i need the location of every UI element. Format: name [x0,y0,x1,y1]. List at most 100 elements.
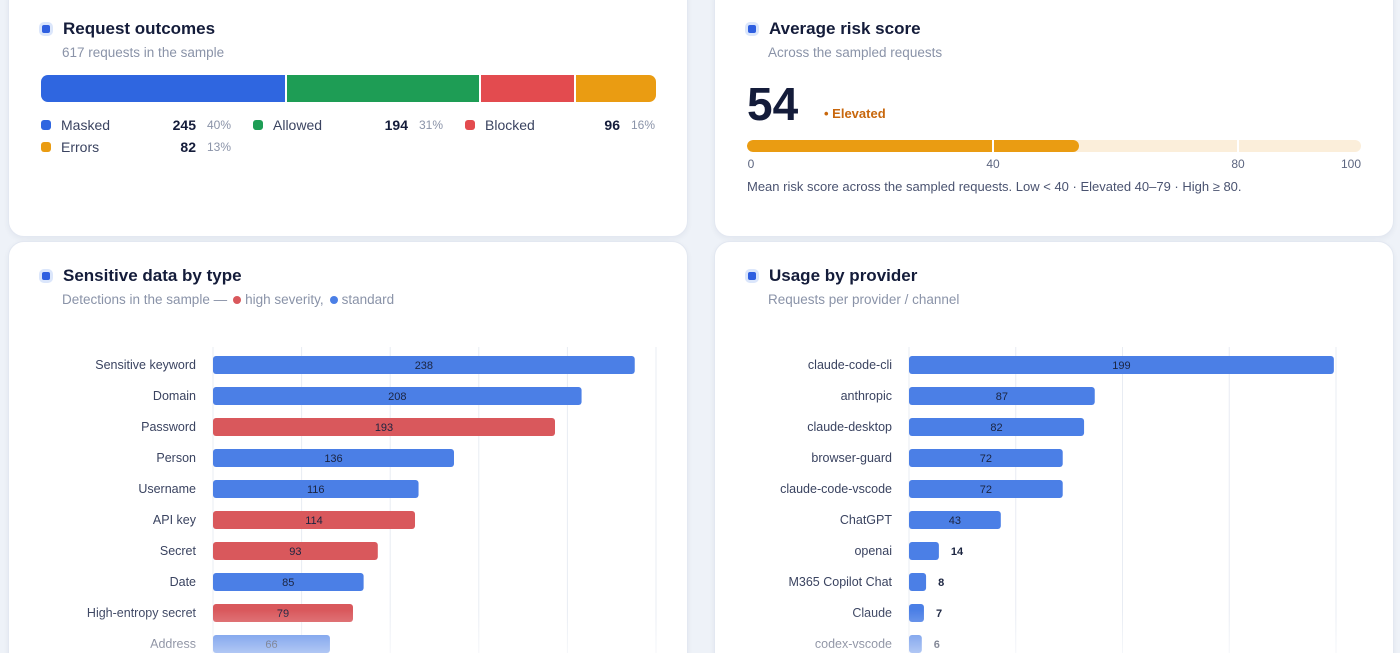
bar-category-label: Date [170,575,196,589]
bar [909,480,1063,498]
risk-score-subtitle: Across the sampled requests [768,45,943,60]
bar [909,573,927,591]
bar [213,356,635,374]
bar-value-label: 7 [936,608,942,620]
legend-label: Blocked [485,117,535,133]
risk-score-note: Mean risk score across the sampled reque… [747,179,1242,194]
bar [213,418,555,436]
sensitive-data-header: Sensitive data by type [39,266,242,286]
bar [909,635,922,653]
legend-label: Allowed [273,117,323,133]
outcome-segment-errors [574,75,656,102]
bar-value-label: 14 [951,546,964,558]
risk-tick-40: 40 [986,157,1000,171]
high-severity-legend: high severity, [245,292,324,307]
bar [213,573,364,591]
bar-category-label: claude-code-vscode [780,482,892,496]
bar-value-label: 116 [307,484,325,496]
request-outcomes-subtitle: 617 requests in the sample [62,45,225,60]
standard-dot-icon [329,295,338,304]
request-outcomes-card: Request outcomes 617 requests in the sam… [8,0,688,237]
risk-threshold-80 [1237,140,1239,152]
risk-tick-80: 80 [1231,157,1245,171]
outcomes-stacked-bar [41,75,656,102]
legend-count: 96 [604,117,620,133]
high-severity-dot-icon [233,295,242,304]
bar-value-label: 66 [265,639,277,651]
standard-legend: standard [341,292,395,307]
bar-value-label: 199 [1112,360,1130,372]
bar-category-label: Sensitive keyword [95,358,196,372]
bar-category-label: API key [153,513,197,527]
bar-category-label: Address [150,637,196,651]
risk-gauge-fill [747,140,1079,152]
bar-category-label: claude-desktop [807,420,892,434]
risk-tick-100: 100 [1340,157,1362,171]
bar [213,387,582,405]
bar-category-label: Domain [153,389,196,403]
usage-provider-card: Usage by provider Requests per provider … [714,241,1394,653]
risk-tick-0: 0 [747,157,755,171]
legend-swatch [253,120,263,130]
usage-provider-title: Usage by provider [769,266,918,285]
bar-category-label: Claude [852,606,892,620]
bar [213,480,419,498]
sensitive-data-card: Sensitive data by type Detections in the… [8,241,688,653]
bar-category-label: M365 Copilot Chat [788,575,892,589]
legend-label: Masked [61,117,111,133]
risk-score-title: Average risk score [769,19,921,38]
bar [213,449,454,467]
legend-percent: 13% [207,140,232,154]
risk-score-header: Average risk score [745,19,921,39]
section-bullet-icon [745,269,759,283]
bar-category-label: openai [854,544,892,558]
bar-value-label: 72 [980,484,992,496]
usage-provider-subtitle: Requests per provider / channel [768,292,960,307]
legend-item-masked: Masked 245 40% [41,117,241,133]
section-bullet-icon [39,22,53,36]
bar-value-label: 79 [277,608,289,620]
outcome-segment-blocked [478,75,575,102]
bar-value-label: 114 [305,515,323,527]
bar-value-label: 85 [282,577,294,589]
legend-percent: 40% [207,118,232,132]
legend-count: 194 [384,117,408,133]
bar-value-label: 93 [289,546,301,558]
bar [909,418,1085,436]
bar [909,449,1063,467]
bar-value-label: 6 [934,639,940,651]
legend-label: Errors [61,139,100,155]
bar-category-label: Password [141,420,196,434]
bar-value-label: 208 [388,391,406,403]
usage-provider-header: Usage by provider [745,266,917,286]
bar [213,511,416,529]
outcome-segment-masked [41,75,286,102]
bar-category-label: codex-vscode [815,637,892,651]
legend-count: 245 [172,117,196,133]
bar-value-label: 72 [980,453,992,465]
risk-gauge [747,140,1361,152]
bar-category-label: Secret [160,544,197,558]
legend-item-errors: Errors 82 13% [41,139,241,155]
bar-value-label: 8 [938,577,944,589]
legend-swatch [41,142,51,152]
bar-category-label: browser-guard [811,451,892,465]
bar-value-label: 238 [415,360,433,372]
risk-threshold-40 [992,140,994,152]
legend-swatch [41,120,51,130]
bar-value-label: 136 [324,453,342,465]
legend-item-allowed: Allowed 194 31% [253,117,453,133]
legend-percent: 31% [419,118,444,132]
sensitive-data-subtitle: Detections in the sample — high severity,… [62,292,394,307]
request-outcomes-title: Request outcomes [63,19,216,38]
bar-value-label: 87 [996,391,1008,403]
bar [909,542,939,560]
bar-value-label: 193 [375,422,393,434]
legend-percent: 16% [631,118,656,132]
bar [909,511,1001,529]
risk-score-card: Average risk score Across the sampled re… [714,0,1394,237]
legend-item-blocked: Blocked 96 16% [465,117,665,133]
bar-category-label: High-entropy secret [87,606,197,620]
bar-category-label: ChatGPT [840,513,892,527]
section-bullet-icon [39,269,53,283]
